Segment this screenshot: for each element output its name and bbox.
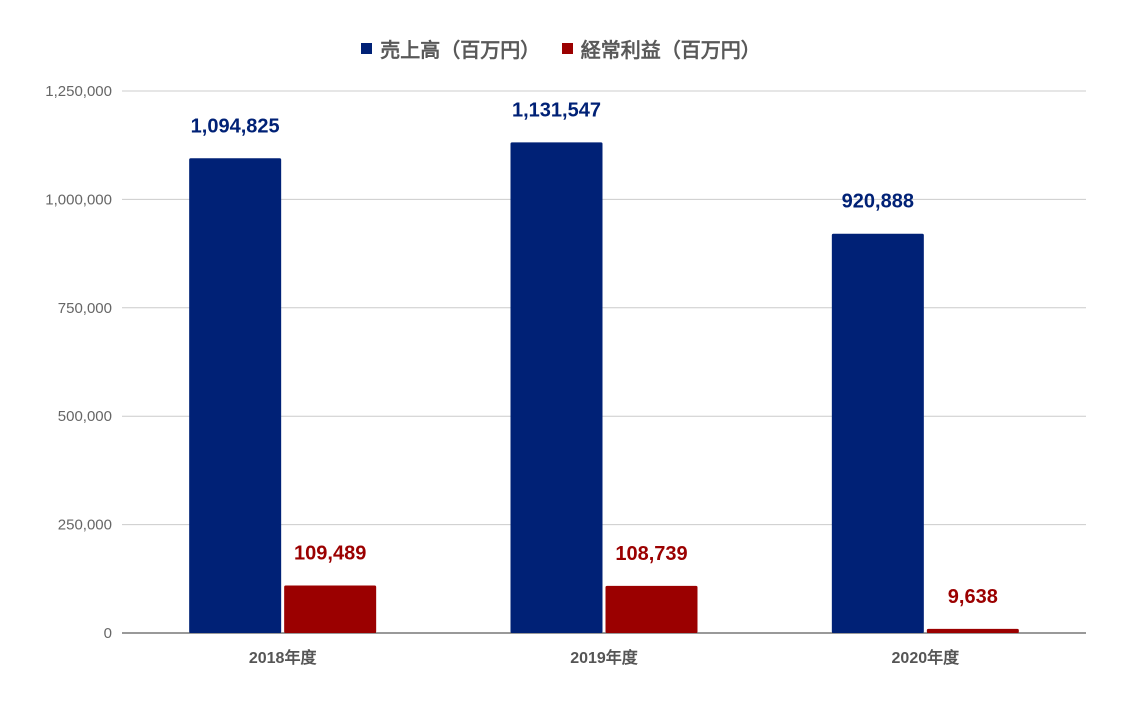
bars	[189, 142, 1019, 634]
legend-item-ordinary-profit: 経常利益（百万円）	[561, 34, 761, 63]
bar	[189, 158, 282, 633]
legend-swatch-sales	[361, 43, 373, 54]
bar	[284, 585, 377, 633]
legend-label-sales: 売上高（百万円）	[380, 40, 541, 62]
data-labels: 1,094,825 109,489 1,131,547 108,739 920,888 9…	[191, 99, 998, 607]
data-label: 1,131,547	[512, 99, 601, 121]
legend-swatch-ordinary-profit	[561, 43, 573, 54]
bar	[926, 628, 1019, 633]
bar	[510, 142, 603, 634]
y-tick-label: 250,000	[58, 517, 112, 534]
data-label: 920,888	[842, 191, 914, 213]
y-tick-label: 500,000	[58, 408, 112, 425]
data-label: 9,638	[948, 586, 998, 608]
bar	[605, 585, 698, 633]
y-axis: 0 250,000 500,000 750,000 1,000,000 1,250,000	[45, 83, 112, 642]
gridlines	[122, 90, 1086, 634]
x-tick-label: 2018年度	[249, 648, 318, 667]
y-tick-label: 1,000,000	[45, 191, 112, 208]
bar	[831, 233, 924, 634]
data-label: 109,489	[294, 543, 366, 565]
y-tick-label: 0	[104, 625, 112, 642]
data-label: 1,094,825	[191, 115, 280, 137]
x-tick-label: 2020年度	[892, 648, 961, 667]
x-axis: 2018年度 2019年度 2020年度	[249, 648, 960, 667]
legend-label-ordinary-profit: 経常利益（百万円）	[580, 40, 761, 62]
legend-item-sales: 売上高（百万円）	[361, 34, 540, 63]
y-tick-label: 1,250,000	[45, 83, 112, 100]
legend: 売上高（百万円） 経常利益（百万円）	[0, 34, 1122, 63]
x-tick-label: 2019年度	[570, 648, 639, 667]
y-tick-label: 750,000	[58, 300, 112, 317]
data-label: 108,739	[615, 543, 687, 565]
